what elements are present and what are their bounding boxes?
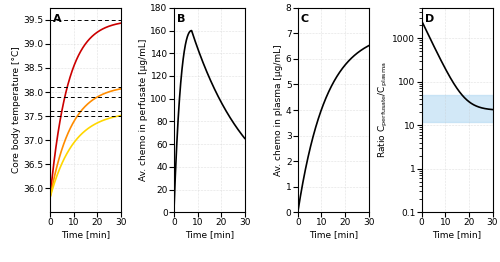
Y-axis label: Core body temperature [°C]: Core body temperature [°C] <box>12 47 21 173</box>
X-axis label: Time [min]: Time [min] <box>308 230 358 239</box>
Text: C: C <box>300 14 309 24</box>
Y-axis label: Av. chemo in plasma [μg/mL]: Av. chemo in plasma [μg/mL] <box>274 44 283 176</box>
Y-axis label: Ratio C$_\mathrm{perfusate}$/C$_\mathrm{plasma}$: Ratio C$_\mathrm{perfusate}$/C$_\mathrm{… <box>376 62 390 159</box>
X-axis label: Time [min]: Time [min] <box>184 230 234 239</box>
X-axis label: Time [min]: Time [min] <box>432 230 482 239</box>
Text: D: D <box>424 14 434 24</box>
Y-axis label: Av. chemo in perfusate [μg/mL]: Av. chemo in perfusate [μg/mL] <box>138 39 147 181</box>
Text: A: A <box>53 14 62 24</box>
Text: B: B <box>176 14 185 24</box>
X-axis label: Time [min]: Time [min] <box>61 230 110 239</box>
